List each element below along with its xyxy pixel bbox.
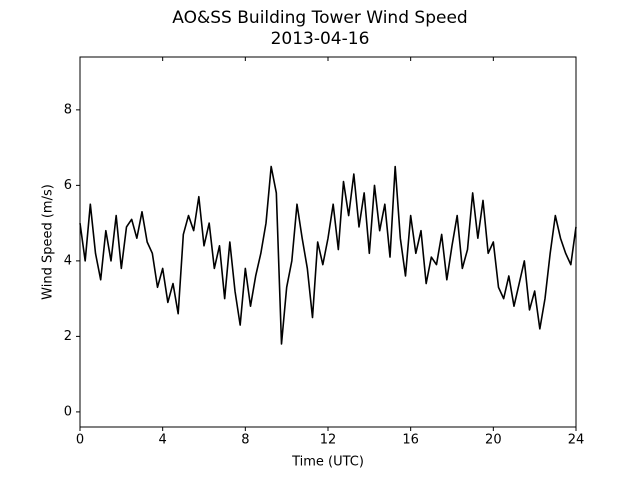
y-tick-label: 4 [64,253,72,268]
chart-subtitle: 2013-04-16 [271,29,370,49]
x-tick-label: 16 [402,433,419,448]
x-tick-label: 8 [241,433,249,448]
x-tick-label: 4 [159,433,167,448]
y-tick-label: 0 [64,404,72,419]
y-tick-label: 2 [64,329,72,344]
data-line [79,165,577,345]
y-axis-label: Wind Speed (m/s) [41,184,56,300]
chart-title: AO&SS Building Tower Wind Speed [172,8,467,28]
plot-frame [79,56,577,428]
x-tick-label: 12 [320,433,337,448]
x-tick-label: 20 [485,433,502,448]
y-tick-label: 8 [64,102,72,117]
y-tick-label: 6 [64,178,72,193]
x-axis-label: Time (UTC) [291,455,364,470]
x-tick-label: 24 [568,433,585,448]
x-tick-label: 0 [76,433,84,448]
